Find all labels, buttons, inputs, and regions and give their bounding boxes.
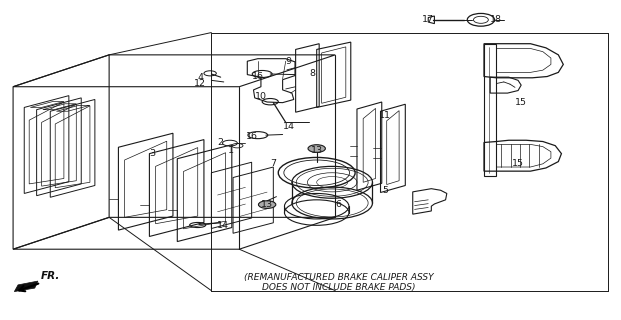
Text: FR.: FR. xyxy=(41,271,60,281)
Text: 7: 7 xyxy=(270,159,276,168)
Text: 3: 3 xyxy=(150,149,156,158)
Text: 1: 1 xyxy=(228,146,234,155)
Text: 8: 8 xyxy=(309,69,315,78)
Text: 15: 15 xyxy=(515,98,527,107)
Text: 14: 14 xyxy=(283,122,295,131)
Polygon shape xyxy=(14,281,38,292)
Text: 9: 9 xyxy=(286,57,292,66)
Text: 14: 14 xyxy=(217,221,229,230)
Text: 10: 10 xyxy=(255,92,267,101)
Text: (REMANUFACTURED BRAKE CALIPER ASSY
DOES NOT INCLUDE BRAKE PADS): (REMANUFACTURED BRAKE CALIPER ASSY DOES … xyxy=(243,273,433,292)
Text: 16: 16 xyxy=(246,132,258,140)
Text: 6: 6 xyxy=(335,200,342,209)
Text: 17: 17 xyxy=(422,15,434,24)
Ellipse shape xyxy=(258,201,276,208)
Text: 11: 11 xyxy=(379,111,391,120)
Text: 13: 13 xyxy=(310,146,323,155)
Text: 16: 16 xyxy=(252,72,264,81)
Text: 15: 15 xyxy=(512,159,524,168)
Ellipse shape xyxy=(308,145,325,152)
Text: 13: 13 xyxy=(261,200,273,209)
Text: 4: 4 xyxy=(197,73,203,82)
Text: 2: 2 xyxy=(217,138,224,147)
Text: 12: 12 xyxy=(194,79,206,88)
Text: 5: 5 xyxy=(382,186,388,195)
Text: 18: 18 xyxy=(491,15,502,24)
